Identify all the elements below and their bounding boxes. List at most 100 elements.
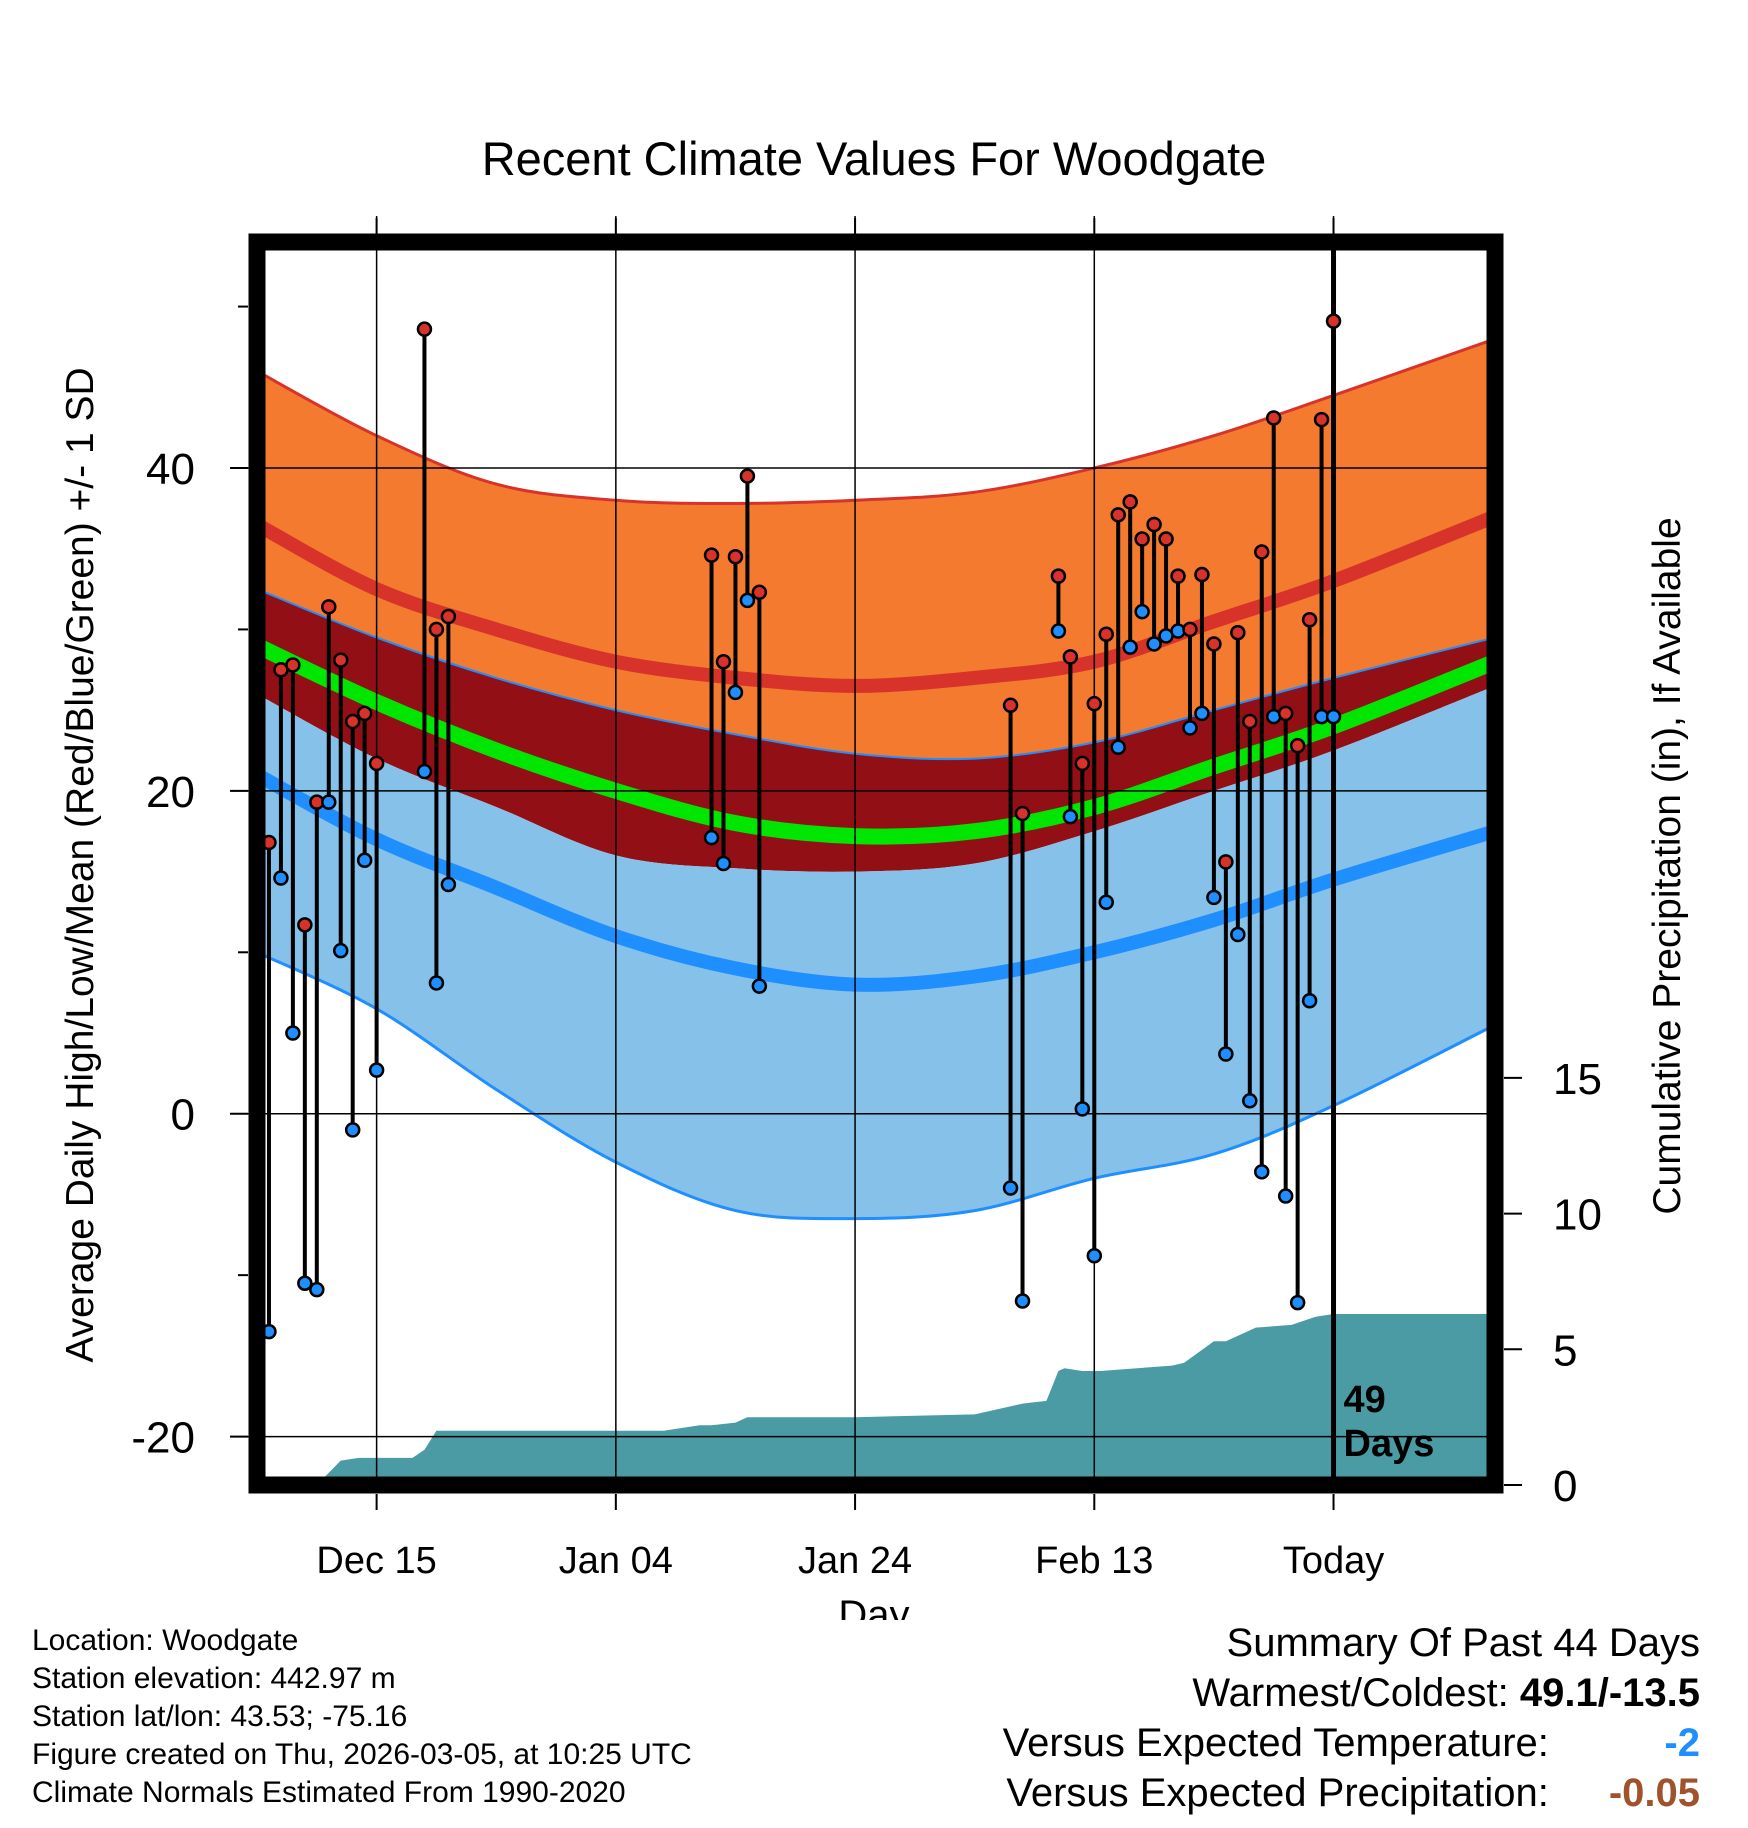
obs-high-point — [297, 917, 313, 933]
obs-high-point — [1146, 516, 1162, 533]
obs-high-point — [1182, 621, 1198, 638]
obs-high-point — [1313, 411, 1330, 428]
obs-low-point — [751, 978, 768, 994]
obs-low-point — [1062, 808, 1079, 825]
obs-low-point — [727, 684, 744, 701]
precip-area — [257, 1314, 1495, 1485]
obs-high-point — [321, 599, 337, 615]
y2-tick-label: 0 — [1553, 1462, 1577, 1511]
obs-high-point — [1265, 410, 1282, 426]
obs-low-point — [428, 975, 445, 991]
obs-high-point — [1086, 695, 1103, 712]
obs-high-point — [739, 468, 756, 484]
obs-low-point — [309, 1281, 325, 1298]
y2-axis-label: Cumulative Precipitation (in), If Availa… — [1646, 517, 1689, 1214]
obs-low-point — [440, 876, 457, 893]
axes: -20 0 20 40 Dec 15 Jan 04 Jan 24 Feb 13 Today 0 5 1… — [131, 218, 1602, 1582]
y2-tick-label: 10 — [1553, 1191, 1602, 1240]
obs-high-point — [428, 621, 445, 638]
temp-departure-row: Versus Expected Temperature: -2 — [1003, 1718, 1700, 1768]
obs-high-point — [344, 713, 361, 730]
obs-low-point — [1218, 1046, 1234, 1062]
created-text: Figure created on Thu, 2026-03-05, at 10… — [32, 1738, 692, 1771]
obs-low-point — [1194, 705, 1210, 722]
obs-low-point — [1182, 720, 1198, 736]
climate-chart: Recent Climate Values For Woodgate 49Day… — [59, 132, 1689, 1620]
obs-high-point — [1002, 697, 1019, 714]
y2-tick-label: 5 — [1553, 1326, 1577, 1375]
obs-low-point — [1134, 603, 1150, 620]
summary-panel: Summary Of Past 44 Days Warmest/Coldest:… — [1003, 1618, 1700, 1818]
obs-high-point — [1254, 544, 1270, 560]
obs-high-point — [1014, 805, 1031, 822]
precip-departure-row: Versus Expected Precipitation: -0.05 — [1003, 1768, 1700, 1818]
station-info: Location: Woodgate Station elevation: 44… — [32, 1622, 692, 1812]
obs-low-point — [297, 1275, 313, 1291]
obs-low-point — [321, 794, 337, 810]
obs-high-point — [703, 547, 720, 563]
days-label: 49 — [1344, 1379, 1386, 1421]
warmest-coldest-label: Warmest/Coldest: — [1192, 1671, 1509, 1715]
latlon-text: Station lat/lon: 43.53; -75.16 — [32, 1700, 408, 1733]
obs-low-point — [1002, 1180, 1019, 1196]
x-tick-label: Today — [1283, 1540, 1384, 1582]
y-tick-label: 0 — [171, 1091, 195, 1140]
warmest-coldest-row: Warmest/Coldest: 49.1/-13.5 — [1003, 1668, 1700, 1718]
obs-high-point — [1194, 566, 1210, 583]
temp-departure-label: Versus Expected Temperature: — [1002, 1721, 1549, 1765]
y-tick-label: -20 — [131, 1414, 195, 1463]
low-sd-band — [257, 685, 1495, 1219]
obs-high-point — [1074, 755, 1091, 772]
y-tick-label: 40 — [146, 445, 195, 494]
x-tick-label: Dec 15 — [316, 1540, 436, 1582]
obs-high-point — [440, 608, 457, 625]
obs-low-point — [1122, 639, 1138, 655]
obs-low-point — [1230, 926, 1246, 943]
obs-high-point — [1242, 713, 1258, 730]
obs-high-point — [715, 653, 732, 670]
obs-low-point — [703, 829, 720, 846]
obs-high-point — [1325, 313, 1342, 329]
obs-high-point — [1134, 531, 1150, 547]
obs-low-point — [356, 852, 373, 869]
obs-low-point — [416, 763, 433, 780]
obs-low-point — [1110, 739, 1126, 756]
obs-low-point — [1242, 1093, 1258, 1109]
obs-high-point — [1062, 649, 1079, 665]
obs-high-point — [751, 584, 768, 601]
observations — [261, 313, 1342, 1340]
obs-high-point — [1301, 611, 1318, 628]
obs-high-point — [1289, 737, 1306, 754]
obs-low-point — [1098, 894, 1115, 910]
obs-low-point — [1074, 1101, 1091, 1117]
mean-sd-band — [257, 589, 1495, 872]
obs-high-point — [1230, 624, 1246, 641]
x-tick-label: Jan 04 — [559, 1540, 673, 1582]
elevation-text: Station elevation: 442.97 m — [32, 1662, 396, 1695]
obs-low-point — [1254, 1164, 1270, 1180]
y-axis-label: Average Daily High/Low/Mean (Red/Blue/Gr… — [59, 367, 102, 1362]
warmest-coldest-value: 49.1/-13.5 — [1519, 1671, 1700, 1715]
obs-low-point — [1086, 1248, 1103, 1264]
obs-low-point — [368, 1062, 385, 1078]
obs-low-point — [739, 592, 756, 609]
obs-high-point — [1170, 568, 1186, 584]
obs-high-point — [416, 321, 433, 337]
days-label: Days — [1344, 1423, 1435, 1465]
obs-low-point — [332, 942, 349, 959]
obs-low-point — [1050, 623, 1067, 639]
obs-low-point — [1325, 708, 1342, 725]
obs-high-point — [368, 755, 385, 772]
obs-low-point — [715, 855, 732, 872]
precip-departure-label: Versus Expected Precipitation: — [1006, 1771, 1549, 1815]
obs-high-point — [1218, 854, 1234, 870]
obs-high-point — [1098, 626, 1115, 643]
obs-high-point — [727, 549, 744, 565]
obs-low-point — [1301, 992, 1318, 1009]
temp-departure-value: -2 — [1664, 1721, 1700, 1765]
chart-title: Recent Climate Values For Woodgate — [482, 132, 1267, 185]
obs-low-point — [1014, 1293, 1031, 1309]
obs-high-point — [1206, 636, 1222, 652]
x-axis-label: Day — [838, 1593, 909, 1620]
